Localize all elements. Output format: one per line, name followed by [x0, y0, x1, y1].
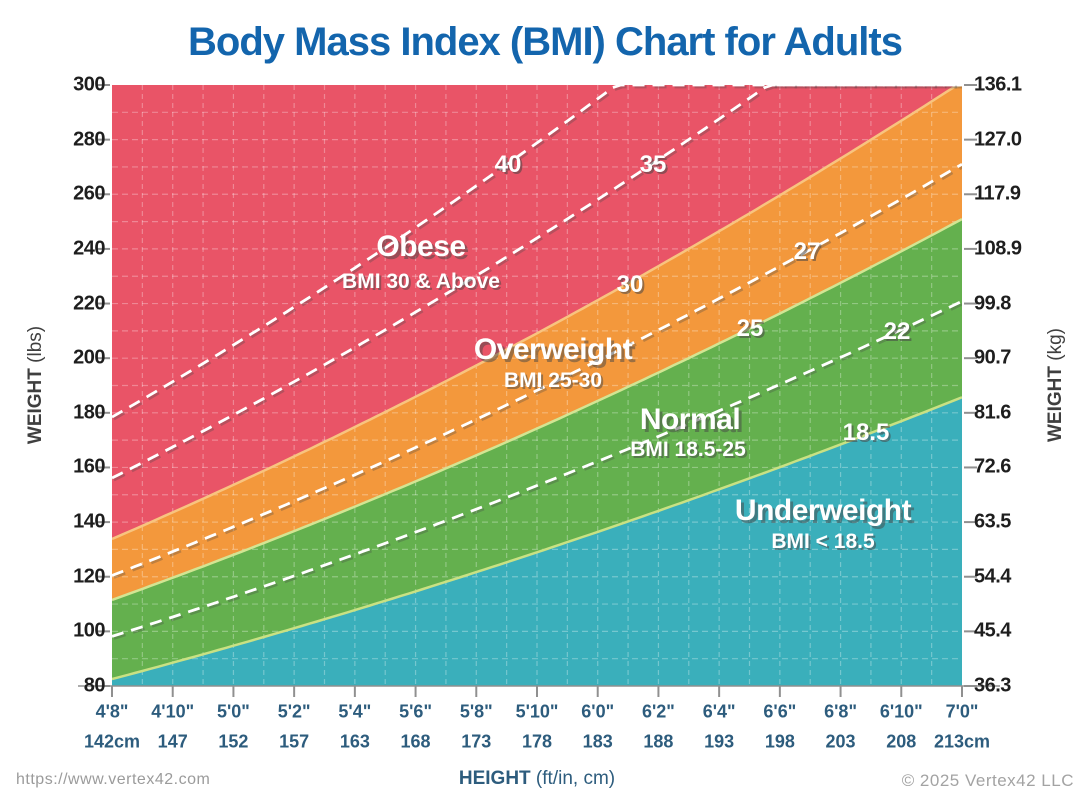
bmi-dashed-line-40 [112, 85, 962, 419]
bmi-dashed-line-22 [112, 300, 962, 638]
y-axis-title-left: WEIGHT (lbs) [25, 326, 47, 444]
plot-clip-group [112, 85, 962, 686]
chart-title: Body Mass Index (BMI) Chart for Adults [188, 20, 903, 64]
x-axis-title-bold: HEIGHT [458, 768, 531, 789]
bmi-dashed-line-27 [112, 162, 962, 577]
region-underweight [112, 397, 962, 686]
bmi-dashed-line-shadow-40 [113, 85, 962, 421]
bmi-boundary-line-25 [112, 217, 962, 602]
bmi-dashed-line-35 [112, 85, 962, 480]
y-axis-title-left-units: (lbs) [25, 325, 46, 369]
bmi-boundary-line-18.5 [112, 396, 962, 681]
footer-url: https://www.vertex42.com [16, 771, 211, 788]
bmi-boundary-line-30 [112, 85, 962, 541]
y-axis-title-right-units: (kg) [1045, 328, 1066, 366]
x-axis-title-units: (ft/in, cm) [530, 768, 616, 789]
region-obese [112, 85, 962, 539]
bmi-dashed-line-shadow-27 [113, 165, 962, 579]
bmi-dashed-line-shadow-22 [113, 302, 962, 640]
y-axis-title-right: WEIGHT (kg) [1045, 328, 1067, 442]
y-axis-title-left-bold: WEIGHT [25, 368, 46, 445]
footer-copyright: © 2025 Vertex42 LLC [901, 771, 1074, 790]
y-axis-title-right-bold: WEIGHT [1045, 366, 1066, 442]
bmi-dashed-line-shadow-35 [113, 85, 962, 482]
x-axis-title: HEIGHT (ft/in, cm) [112, 768, 962, 790]
